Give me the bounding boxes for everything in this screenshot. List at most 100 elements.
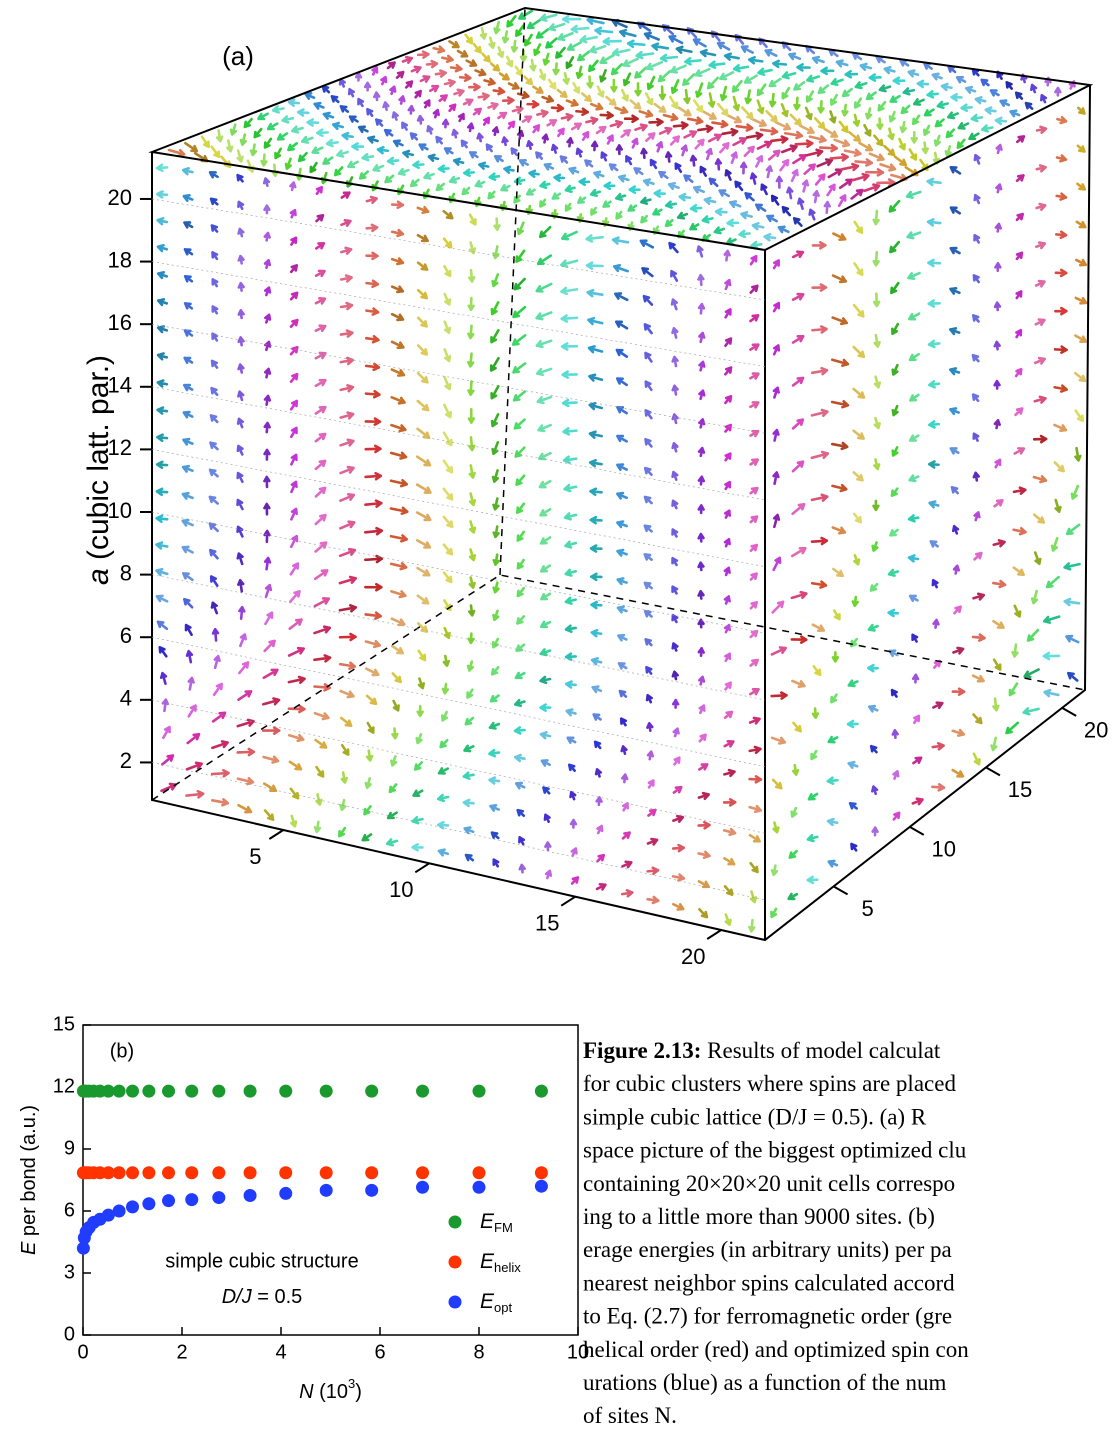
- spin-arrow: [237, 309, 245, 320]
- spin-arrow: [907, 69, 920, 78]
- spin-arrow: [564, 540, 578, 549]
- spin-arrow: [543, 162, 555, 171]
- spin-arrow: [606, 134, 614, 145]
- spin-arrow: [492, 86, 506, 96]
- caption-line: of sites N.: [583, 1403, 677, 1428]
- spin-arrow: [641, 267, 654, 278]
- legend-marker: [448, 1295, 462, 1309]
- spin-arrow: [927, 380, 941, 389]
- spin-arrow: [1033, 395, 1047, 404]
- spin-arrow: [364, 362, 381, 372]
- spin-arrow: [803, 163, 816, 175]
- spin-arrow: [621, 773, 629, 784]
- spin-arrow: [386, 156, 400, 166]
- spin-arrow: [770, 646, 787, 656]
- spin-arrow: [182, 194, 194, 202]
- spin-arrow: [437, 164, 450, 173]
- spin-arrow: [416, 205, 430, 215]
- spin-arrow: [535, 282, 553, 293]
- spin-arrow: [743, 74, 758, 84]
- spin-arrow: [537, 451, 552, 461]
- spin-arrow: [913, 714, 921, 725]
- legend-marker: [448, 1255, 462, 1269]
- spin-arrow: [339, 520, 356, 530]
- spin-arrow: [697, 850, 711, 859]
- spin-arrow: [300, 135, 314, 144]
- spin-arrow: [390, 644, 405, 655]
- spin-arrow: [589, 515, 603, 525]
- spin-arrow: [827, 859, 839, 868]
- spin-arrow: [514, 671, 526, 680]
- spin-arrow: [833, 138, 851, 148]
- spin-arrow: [829, 153, 849, 162]
- data-point: [416, 1166, 430, 1180]
- spin-arrow: [561, 230, 579, 241]
- spin-arrow: [812, 190, 820, 204]
- data-point: [212, 1191, 226, 1205]
- spin-arrow: [443, 626, 451, 640]
- spin-arrow: [810, 749, 818, 761]
- spin-arrow: [249, 143, 258, 157]
- spin-arrow: [210, 601, 219, 615]
- spin-arrow: [185, 790, 205, 799]
- data-point: [472, 1166, 486, 1180]
- spin-arrow: [859, 62, 873, 71]
- spin-arrow: [644, 92, 654, 106]
- spin-arrow: [1043, 615, 1061, 624]
- spin-arrow: [314, 297, 327, 305]
- spin-arrow: [263, 809, 275, 821]
- spin-arrow: [466, 688, 474, 699]
- spin-arrow: [443, 292, 452, 306]
- spin-arrow: [806, 834, 819, 843]
- data-point: [472, 1084, 486, 1098]
- spin-arrow: [361, 152, 375, 162]
- data-point: [365, 1183, 379, 1197]
- spin-arrow: [514, 446, 526, 458]
- spin-arrow: [404, 80, 414, 89]
- spin-arrow: [683, 88, 691, 105]
- spin-arrow: [765, 165, 773, 179]
- spin-arrow: [907, 514, 920, 523]
- data-point: [534, 1179, 548, 1193]
- spin-arrow: [774, 120, 792, 131]
- spin-arrow: [492, 553, 500, 566]
- spin-arrow: [792, 153, 807, 165]
- spin-arrow: [995, 143, 1003, 155]
- spin-arrow: [507, 120, 516, 130]
- spin-arrow: [413, 761, 423, 771]
- spin-arrow: [852, 387, 866, 399]
- spin-arrow: [595, 125, 607, 135]
- spin-arrow: [831, 274, 848, 284]
- spin-arrow: [340, 218, 352, 227]
- spin-arrow: [790, 168, 799, 183]
- spin-arrow: [902, 87, 916, 96]
- spin-arrow: [412, 160, 425, 170]
- spin-arrow: [372, 164, 385, 173]
- spin-arrow: [867, 663, 879, 673]
- spin-arrow: [770, 907, 778, 919]
- y-tick-label: 15: [1008, 777, 1032, 802]
- data-point: [126, 1084, 139, 1098]
- spin-arrow: [779, 158, 790, 172]
- spin-arrow: [853, 97, 863, 109]
- spin-arrow: [423, 171, 435, 180]
- spin-arrow: [832, 567, 844, 578]
- spin-arrow: [891, 404, 899, 417]
- spin-arrow: [621, 802, 629, 812]
- spin-arrow: [515, 24, 525, 37]
- spin-arrow: [390, 228, 405, 238]
- spin-arrow: [851, 595, 859, 608]
- spin-arrow: [756, 99, 765, 115]
- spin-arrow: [671, 843, 686, 853]
- spin-arrow: [513, 194, 521, 204]
- spin-arrow: [322, 156, 334, 165]
- spin-arrow: [390, 312, 405, 322]
- spin-arrow: [879, 163, 897, 172]
- spin-arrow: [993, 499, 1004, 508]
- spin-arrow: [489, 356, 500, 372]
- spin-arrow: [263, 448, 271, 461]
- data-point: [185, 1166, 199, 1180]
- spin-arrow: [765, 109, 778, 123]
- spin-arrow: [791, 460, 805, 473]
- spin-arrow: [289, 208, 297, 219]
